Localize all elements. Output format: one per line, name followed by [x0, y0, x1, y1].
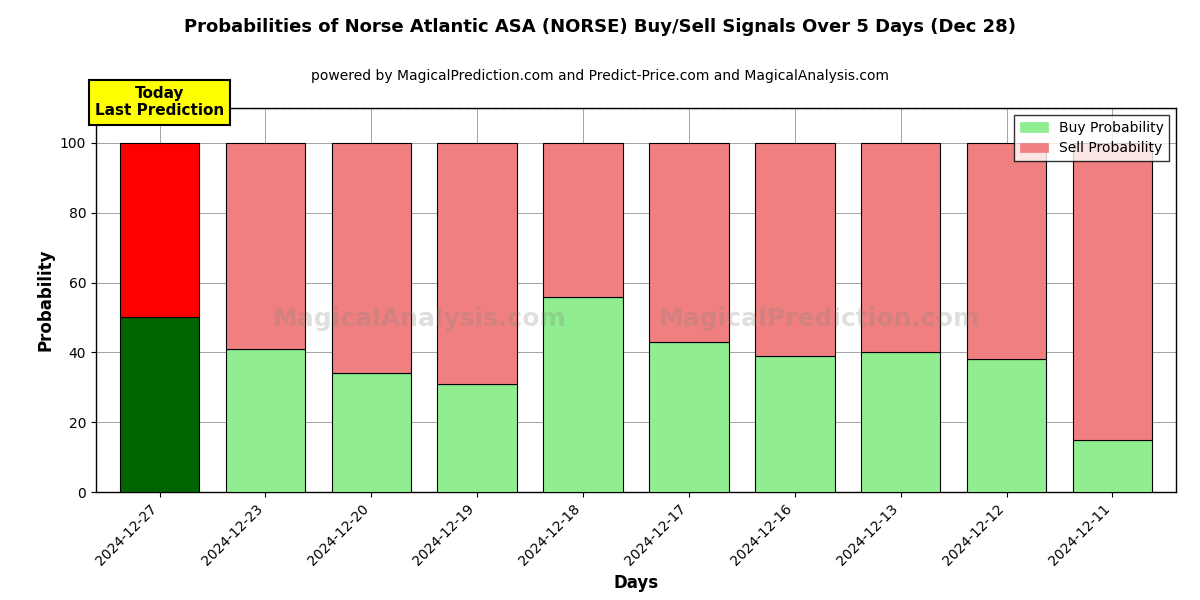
- Bar: [226, 143, 305, 349]
- Text: Probabilities of Norse Atlantic ASA (NORSE) Buy/Sell Signals Over 5 Days (Dec 28: Probabilities of Norse Atlantic ASA (NOR…: [184, 18, 1016, 36]
- Legend: Buy Probability, Sell Probability: Buy Probability, Sell Probability: [1014, 115, 1169, 161]
- Bar: [331, 373, 412, 492]
- Bar: [862, 352, 941, 492]
- Text: Today
Last Prediction: Today Last Prediction: [95, 86, 224, 118]
- Y-axis label: Probability: Probability: [36, 249, 54, 351]
- Bar: [649, 342, 728, 492]
- Bar: [649, 143, 728, 342]
- Bar: [331, 143, 412, 373]
- Text: powered by MagicalPrediction.com and Predict-Price.com and MagicalAnalysis.com: powered by MagicalPrediction.com and Pre…: [311, 69, 889, 83]
- Bar: [226, 349, 305, 492]
- Text: MagicalPrediction.com: MagicalPrediction.com: [659, 307, 980, 331]
- Bar: [862, 143, 941, 352]
- Bar: [438, 384, 517, 492]
- Bar: [967, 143, 1046, 359]
- Bar: [120, 143, 199, 317]
- Text: MagicalAnalysis.com: MagicalAnalysis.com: [274, 307, 566, 331]
- Bar: [544, 143, 623, 296]
- Bar: [120, 317, 199, 492]
- Bar: [967, 359, 1046, 492]
- Bar: [1073, 143, 1152, 440]
- Bar: [438, 143, 517, 384]
- X-axis label: Days: Days: [613, 574, 659, 592]
- Bar: [755, 143, 834, 356]
- Bar: [544, 296, 623, 492]
- Bar: [755, 356, 834, 492]
- Bar: [1073, 440, 1152, 492]
